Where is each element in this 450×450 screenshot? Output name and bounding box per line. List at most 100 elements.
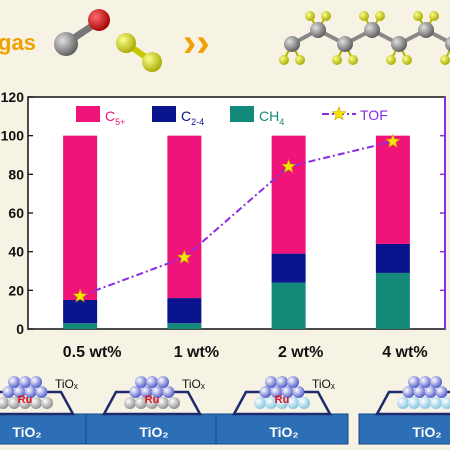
bars [63,135,410,329]
metal-atom [19,376,31,388]
overlayer-outline [0,390,76,416]
tof-line [79,140,394,298]
bar-segment-ch4 [63,323,98,329]
legend-label: TOF [360,107,388,123]
metal-atom [129,386,142,398]
x-tick-label: 4 wt% [382,344,427,361]
metal-atom [35,386,48,398]
metal-label: Ru [18,394,33,406]
legend-label: C5+ [105,108,125,127]
catalyst-illustration: TiO₂ Ru TiOₓ [85,376,219,445]
x-tick-label: 0.5 wt% [63,344,122,361]
metal-atom [24,386,37,398]
reaction-banner: gas ›› [0,9,450,72]
metal-atom [292,386,305,398]
support-label: TiO₂ [412,424,441,440]
metal-atom [162,386,175,398]
metal-atom [270,386,283,398]
x-tick-label: 1 wt% [174,344,219,361]
support-slab [215,413,349,445]
bar-segment-ch4 [375,272,410,329]
metal-atom [30,397,42,409]
y-tick-label: 60 [8,205,24,221]
metal-atom [157,376,169,388]
support-slab [0,413,92,445]
metal-label: Ru [145,394,160,406]
metal-atom [276,397,288,409]
y-tick-label: 0 [16,321,24,337]
support-slab [358,413,450,445]
support-label: TiO₂ [12,424,41,440]
metal-atom [8,397,20,409]
overlayer-label: TiOₓ [55,377,78,391]
x-axis-labels: 0.5 wt% 1 wt% 2 wt% 4 wt% [63,344,428,361]
y-tick-label: 40 [8,244,24,260]
legend-label: C2-4 [181,108,204,127]
metal-atom [13,386,26,398]
metal-atom [424,386,437,398]
metal-atom [430,376,442,388]
overlayer-label: TiOₓ [312,377,335,391]
co-molecule-icon [54,9,110,56]
bar-segment-ch4 [271,282,306,329]
overlayer-outline [374,390,450,416]
metal-atom [287,397,299,409]
overlayer-outline [101,390,203,416]
catalyst-illustration: TiO₂ Ru TiOₓ [0,376,92,445]
metal-atom [402,386,415,398]
metal-atom [8,376,20,388]
metal-atom [254,397,266,409]
metal-atom [419,397,431,409]
y-tick-label: 80 [8,166,24,182]
metal-atom [276,376,288,388]
metal-atom [265,376,277,388]
support-slab [85,413,219,445]
y-tick-label: 100 [1,128,25,144]
x-tick-label: 2 wt% [278,344,323,361]
metal-atom [2,386,15,398]
metal-atom [41,397,53,409]
bar-segment-c5+ [63,135,98,300]
catalyst-illustration: TiO₂ Ru TiOₓ [215,376,349,445]
y-tick-label: 120 [1,89,25,105]
metal-atom [146,397,158,409]
h2-molecule-icon [116,33,162,72]
metal-atom [281,386,294,398]
metal-atom [151,386,164,398]
tof-star-marker [72,288,88,303]
metal-atom [140,386,153,398]
metal-atom [135,397,147,409]
metal-atom [168,397,180,409]
legend-swatch [152,106,176,122]
metal-atom [435,386,448,398]
legend-tof-marker [331,106,347,121]
bar-segment-c5+ [375,135,410,244]
support-label: TiO₂ [139,424,168,440]
metal-atom [259,386,272,398]
tof-series [72,133,401,303]
stacked-bar-chart: 0 20 40 60 80 100 120 C5+ C2-4 CH4 TOF [1,89,446,337]
metal-atom [124,397,136,409]
metal-atom [419,376,431,388]
bar-segment-ch4 [167,323,202,329]
syngas-label: gas [0,30,36,55]
bar-segment-c5+ [271,135,306,254]
metal-atom [408,376,420,388]
reaction-arrow-icon: ›› [183,21,210,65]
metal-atom [30,376,42,388]
support-label: TiO₂ [269,424,298,440]
legend: C5+ C2-4 CH4 TOF [76,106,388,127]
metal-atom [157,397,169,409]
metal-atom [413,386,426,398]
legend-swatch [230,106,254,122]
overlayer-label: TiOₓ [182,377,205,391]
right-axis-ticks [440,134,445,292]
metal-atom [287,376,299,388]
catalyst-illustration: TiO₂ [358,376,450,445]
bar-segment-c2-4 [167,298,202,324]
metal-atom [430,397,442,409]
y-tick-label: 20 [8,282,24,298]
bar-segment-c2-4 [375,243,410,273]
hydrocarbon-chain-icon [279,11,450,65]
